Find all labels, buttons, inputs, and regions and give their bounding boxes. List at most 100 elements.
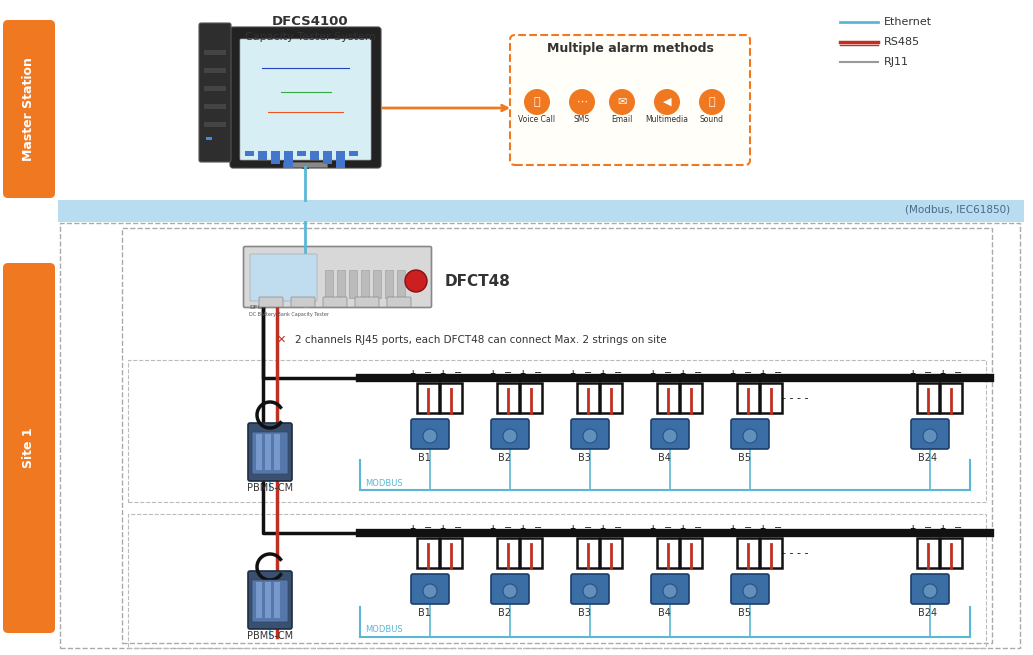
Text: B4: B4 [658, 453, 670, 463]
Bar [245, 151, 254, 156]
Circle shape [422, 584, 437, 598]
Bar [940, 538, 962, 568]
Text: DC Battery Bank Capacity Tester: DC Battery Bank Capacity Tester [249, 312, 328, 317]
Circle shape [663, 429, 677, 443]
Text: +: + [649, 369, 655, 378]
Text: Multiple alarm methods: Multiple alarm methods [546, 42, 714, 55]
Bar [497, 383, 519, 413]
Text: B3: B3 [578, 453, 591, 463]
Bar [657, 538, 679, 568]
Text: B1: B1 [418, 453, 431, 463]
Bar [274, 582, 280, 618]
Text: DFCS4100: DFCS4100 [272, 15, 348, 28]
Bar [298, 151, 306, 156]
Text: +: + [519, 369, 525, 378]
Text: +: + [679, 369, 685, 378]
Text: −: − [953, 523, 962, 533]
Text: B1: B1 [418, 608, 431, 618]
Bar [256, 434, 262, 470]
Text: −: − [924, 368, 932, 378]
Text: - - - -: - - - - [782, 548, 808, 558]
Text: −: − [744, 368, 752, 378]
Bar [325, 270, 333, 298]
Circle shape [924, 429, 937, 443]
Bar [917, 383, 939, 413]
Bar [206, 137, 212, 140]
Bar [577, 383, 599, 413]
Circle shape [524, 89, 550, 115]
FancyBboxPatch shape [651, 419, 689, 449]
Text: −: − [504, 523, 512, 533]
FancyBboxPatch shape [651, 574, 689, 604]
Text: PBMS-CM: PBMS-CM [247, 483, 293, 493]
Text: +: + [569, 369, 575, 378]
FancyBboxPatch shape [355, 297, 379, 307]
Bar [397, 270, 405, 298]
Text: −: − [584, 368, 592, 378]
Text: −: − [424, 368, 432, 378]
Bar [737, 383, 759, 413]
Text: 2 channels RJ45 ports, each DFCT48 can connect Max. 2 strings on site: 2 channels RJ45 ports, each DFCT48 can c… [295, 335, 666, 345]
Text: Multimedia: Multimedia [646, 115, 689, 124]
Text: B5: B5 [738, 608, 751, 618]
Bar [349, 151, 358, 156]
Text: +: + [939, 369, 945, 378]
Text: +: + [759, 369, 765, 378]
FancyBboxPatch shape [911, 419, 949, 449]
Circle shape [405, 270, 427, 292]
Bar [520, 383, 542, 413]
Circle shape [743, 584, 757, 598]
Text: B3: B3 [578, 608, 591, 618]
Text: Capacity Tester System: Capacity Tester System [245, 32, 375, 42]
Text: +: + [759, 524, 765, 533]
Text: +: + [729, 524, 735, 533]
Bar [58, 200, 1024, 222]
Bar [122, 228, 992, 643]
Text: RS485: RS485 [884, 37, 920, 47]
Circle shape [503, 429, 516, 443]
Text: −: − [694, 368, 702, 378]
Text: −: − [744, 523, 752, 533]
Text: −: − [924, 523, 932, 533]
Circle shape [699, 89, 725, 115]
Bar [440, 538, 462, 568]
Text: +: + [909, 369, 915, 378]
Text: +: + [439, 524, 445, 533]
Bar [385, 270, 393, 298]
Bar [373, 270, 381, 298]
Bar [310, 151, 319, 160]
Text: Site 1: Site 1 [23, 428, 35, 468]
Text: +: + [489, 369, 495, 378]
Bar [258, 151, 267, 160]
Text: −: − [694, 523, 702, 533]
Text: MODBUS: MODBUS [365, 626, 403, 635]
Bar [265, 434, 271, 470]
Text: DFUK: DFUK [249, 305, 267, 310]
Text: +: + [939, 524, 945, 533]
Circle shape [569, 89, 595, 115]
FancyBboxPatch shape [250, 254, 317, 301]
Text: −: − [584, 523, 592, 533]
FancyBboxPatch shape [911, 574, 949, 604]
FancyBboxPatch shape [411, 574, 449, 604]
Bar [680, 383, 702, 413]
FancyBboxPatch shape [199, 23, 231, 162]
Text: −: − [614, 368, 622, 378]
Circle shape [503, 584, 516, 598]
Bar [204, 104, 226, 109]
FancyBboxPatch shape [731, 574, 769, 604]
FancyBboxPatch shape [230, 27, 381, 168]
FancyBboxPatch shape [252, 580, 288, 622]
Text: −: − [424, 523, 432, 533]
Text: +: + [729, 369, 735, 378]
FancyBboxPatch shape [259, 297, 283, 307]
Bar [760, 538, 782, 568]
Text: Sound: Sound [700, 115, 724, 124]
Bar [204, 122, 226, 127]
Text: Email: Email [612, 115, 632, 124]
Text: Voice Call: Voice Call [519, 115, 556, 124]
Bar [128, 514, 987, 648]
Text: SMS: SMS [574, 115, 590, 124]
FancyBboxPatch shape [248, 423, 292, 481]
Text: ✕: ✕ [276, 335, 286, 345]
